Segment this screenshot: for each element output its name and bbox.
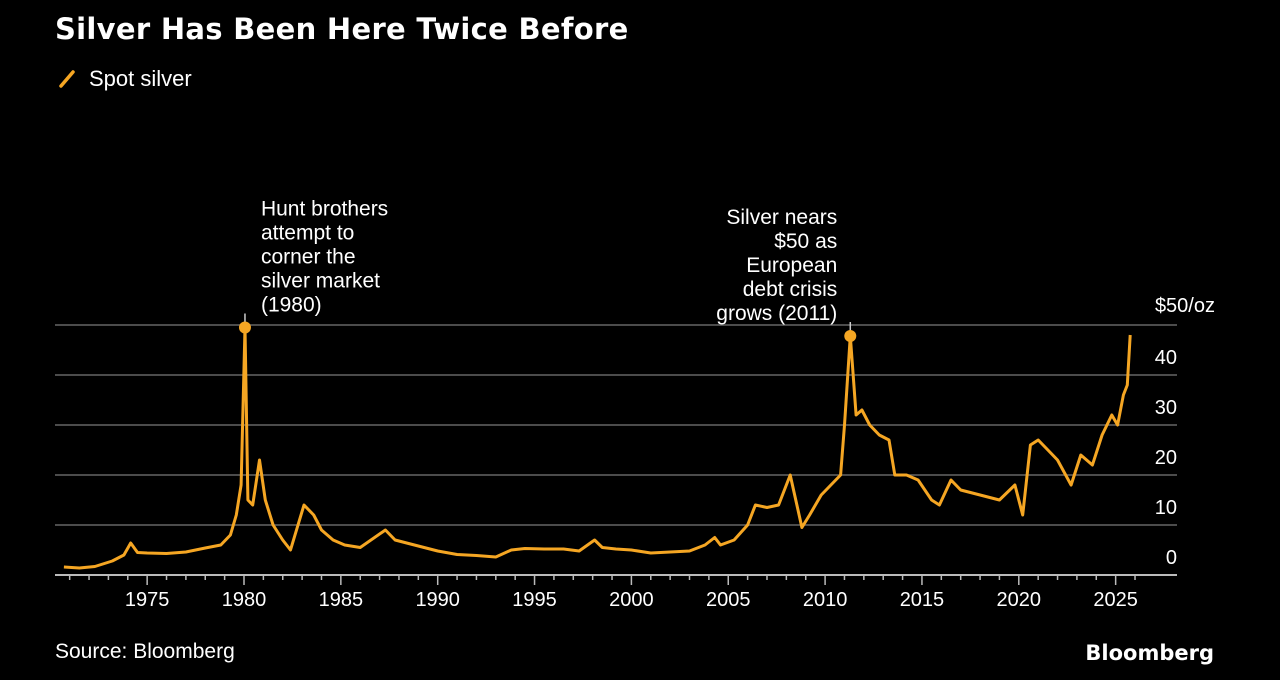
x-tick-label: 2000 bbox=[609, 589, 654, 611]
x-tick-label: 2025 bbox=[1093, 589, 1138, 611]
annotation-text: $50 as bbox=[774, 230, 837, 253]
annotation-text: debt crisis bbox=[743, 278, 838, 301]
y-tick-label: 0 bbox=[1166, 547, 1177, 569]
annotation-text: grows (2011) bbox=[716, 302, 837, 325]
x-tick-label: 2010 bbox=[803, 589, 848, 611]
x-tick-label: 1980 bbox=[222, 589, 267, 611]
annotation-text: Hunt brothers bbox=[261, 198, 388, 221]
annotation-text: attempt to bbox=[261, 222, 354, 245]
annotation-marker bbox=[238, 321, 251, 334]
legend-label: Spot silver bbox=[89, 66, 192, 91]
y-tick-label: 30 bbox=[1155, 397, 1177, 419]
chart-title: Silver Has Been Here Twice Before bbox=[55, 12, 629, 46]
x-tick-label: 1990 bbox=[415, 589, 460, 611]
annotation-text: Silver nears bbox=[726, 206, 837, 229]
source-note: Source: Bloomberg bbox=[55, 640, 235, 663]
annotation-marker bbox=[844, 330, 857, 342]
brand-logo: Bloomberg bbox=[1085, 641, 1214, 665]
annotation-text: European bbox=[746, 254, 837, 277]
x-tick-label: 1995 bbox=[512, 589, 557, 611]
y-tick-label: $50/oz bbox=[1155, 295, 1215, 317]
legend: Spot silver bbox=[57, 66, 192, 92]
annotation-text: (1980) bbox=[261, 294, 322, 317]
x-tick-label: 1985 bbox=[319, 589, 364, 611]
y-tick-label: 20 bbox=[1155, 447, 1177, 469]
x-tick-label: 2005 bbox=[706, 589, 751, 611]
x-tick-label: 2020 bbox=[997, 589, 1042, 611]
annotation-text: silver market bbox=[261, 270, 380, 293]
y-tick-label: 40 bbox=[1155, 347, 1177, 369]
annotation-text: corner the bbox=[261, 246, 356, 269]
series-line-spot-silver bbox=[63, 326, 1132, 570]
x-tick-label: 1975 bbox=[125, 589, 170, 611]
y-tick-label: 10 bbox=[1155, 497, 1177, 519]
legend-swatch-icon bbox=[59, 70, 75, 88]
x-tick-label: 2015 bbox=[900, 589, 945, 611]
